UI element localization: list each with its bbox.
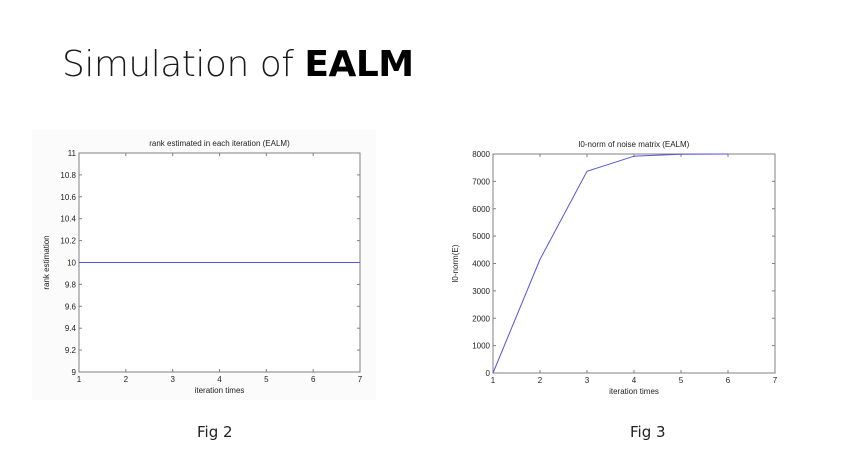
- x-tick-label: 2: [538, 376, 543, 385]
- y-tick-label: 9: [72, 368, 77, 377]
- x-tick-label: 7: [358, 375, 363, 384]
- y-tick-label: 11: [68, 149, 77, 158]
- y-tick-label: 10.6: [60, 193, 76, 202]
- x-tick-label: 3: [585, 376, 590, 385]
- y-tick-label: 10: [67, 259, 76, 268]
- x-tick-label: 1: [77, 375, 82, 384]
- x-tick-label: 6: [311, 375, 316, 384]
- y-tick-label: 1000: [472, 342, 490, 351]
- chart-title: l0-norm of noise matrix (EALM): [579, 140, 690, 149]
- slide-title-prefix: Simulation of: [62, 44, 305, 85]
- chart-title: rank estimated in each iteration (EALM): [149, 139, 290, 148]
- y-tick-label: 9.4: [65, 324, 77, 333]
- y-tick-label: 10.2: [60, 237, 76, 246]
- y-axis-label: rank estimation: [42, 235, 51, 289]
- y-tick-label: 5000: [472, 232, 490, 241]
- x-tick-label: 5: [679, 376, 684, 385]
- caption-fig-2: Fig 2: [197, 423, 233, 441]
- y-tick-label: 7000: [472, 177, 490, 186]
- x-axis-label: iteration times: [609, 387, 659, 396]
- slide-title: Simulation of EALM: [62, 44, 414, 85]
- y-tick-label: 8000: [472, 150, 490, 159]
- caption-fig-3: Fig 3: [630, 423, 666, 441]
- y-tick-label: 10.4: [60, 215, 76, 224]
- x-tick-label: 5: [264, 375, 269, 384]
- x-tick-label: 6: [726, 376, 731, 385]
- y-axis-label: l0-norm(E): [451, 244, 460, 282]
- y-tick-label: 10.8: [60, 171, 76, 180]
- y-tick-label: 2000: [472, 314, 490, 323]
- x-axis-label: iteration times: [195, 386, 245, 395]
- y-tick-label: 9.6: [65, 302, 77, 311]
- x-tick-label: 4: [632, 376, 637, 385]
- data-line: [492, 153, 729, 374]
- x-tick-label: 2: [124, 375, 129, 384]
- y-tick-label: 9.2: [65, 346, 77, 355]
- x-tick-label: 3: [170, 375, 175, 384]
- x-tick-label: 1: [491, 376, 496, 385]
- y-tick-label: 4000: [472, 260, 490, 269]
- y-tick-label: 9.8: [65, 280, 77, 289]
- slide-title-emphasis: EALM: [304, 44, 414, 85]
- y-tick-label: 3000: [472, 287, 490, 296]
- x-tick-label: 4: [217, 375, 222, 384]
- y-tick-label: 6000: [472, 205, 490, 214]
- y-tick-label: 0: [486, 369, 491, 378]
- plot-area: [492, 153, 776, 374]
- x-tick-label: 7: [773, 376, 778, 385]
